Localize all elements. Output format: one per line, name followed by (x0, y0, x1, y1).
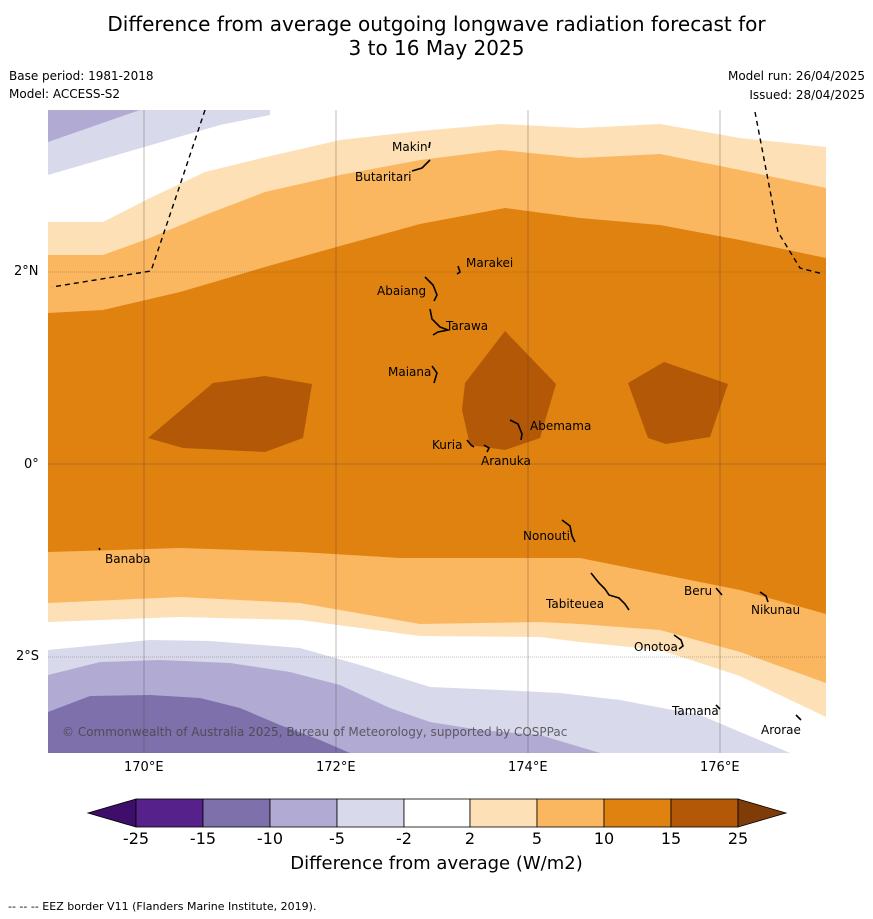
band-upper-left-mid-purple (48, 110, 140, 142)
place-label-tabiteuea: Tabiteuea (545, 597, 604, 611)
colorbar-label-minus5: -5 (329, 829, 345, 848)
place-label-marakei: Marakei (466, 256, 513, 270)
place-label-kuria: Kuria (432, 438, 463, 452)
chart-title-line-1: Difference from average outgoing longwav… (107, 12, 766, 36)
patch-east-darkest-orange (628, 362, 728, 444)
issued-date: Issued: 28/04/2025 (749, 88, 865, 102)
eez-legend-footnote: -- -- -- EEZ border V11 (Flanders Marine… (8, 900, 317, 913)
contour-fields: Makin Butaritari Marakei Abaiang Tarawa … (48, 110, 826, 753)
colorbar-segment-6 (469, 798, 538, 828)
place-label-maiana: Maiana (388, 365, 431, 379)
copyright-notice: © Commonwealth of Australia 2025, Bureau… (62, 725, 567, 739)
colorbar-label-minus15: -15 (189, 829, 217, 848)
colorbar-label-5: 5 (531, 829, 543, 848)
model-name: Model: ACCESS-S2 (9, 87, 121, 101)
colorbar-segment-8 (603, 798, 672, 828)
colorbar-title: Difference from average (W/m2) (290, 853, 583, 874)
place-label-beru: Beru (684, 584, 712, 598)
lat-tick-2n: 2°N (14, 264, 39, 279)
band-south-dark-purple (48, 695, 350, 753)
colorbar-segment-3 (269, 798, 338, 828)
colorbar-segment-9 (670, 798, 739, 828)
patch-central-darkest-orange (462, 331, 556, 450)
place-label-nonouti: Nonouti (523, 529, 570, 543)
place-label-arorae: Arorae (761, 723, 801, 737)
place-label-banaba: Banaba (105, 552, 151, 566)
place-label-makin: Makin (392, 140, 428, 154)
colorbar-label-10: 10 (593, 829, 615, 848)
chart-title-line-2: 3 to 16 May 2025 (348, 36, 525, 60)
lat-tick-2s: 2°S (16, 649, 40, 664)
eez-border-west (51, 110, 206, 288)
island-outlines (98, 141, 802, 721)
colorbar-label-2: 2 (464, 829, 476, 848)
model-run-date: Model run: 26/04/2025 (727, 69, 865, 83)
colorbar-label-25: 25 (727, 829, 749, 848)
place-label-aranuka: Aranuka (481, 454, 531, 468)
place-label-butaritari: Butaritari (355, 170, 412, 184)
place-label-onotoa: Onotoa (634, 640, 678, 654)
colorbar (86, 798, 788, 828)
band-upper-left-light-purple (48, 110, 270, 175)
base-period: Base period: 1981-2018 (9, 69, 154, 83)
lon-tick-172e: 172°E (316, 760, 356, 775)
colorbar-segment-2 (202, 798, 271, 828)
place-label-tarawa: Tarawa (445, 319, 488, 333)
graticule (48, 110, 826, 753)
lon-tick-174e: 174°E (508, 760, 548, 775)
colorbar-label-minus25: -25 (122, 829, 150, 848)
lat-tick-0: 0° (24, 457, 39, 472)
lon-tick-170e: 170°E (124, 760, 164, 775)
place-label-nikunau: Nikunau (751, 603, 800, 617)
colorbar-label-15: 15 (660, 829, 682, 848)
colorbar-segment-7 (536, 798, 605, 828)
colorbar-label-minus2: -2 (396, 829, 412, 848)
patch-west-darkest-orange (148, 376, 312, 452)
colorbar-label-minus10: -10 (256, 829, 284, 848)
place-label-tamana: Tamana (671, 704, 719, 718)
place-label-abaiang: Abaiang (377, 284, 426, 298)
colorbar-segment-1 (135, 798, 204, 828)
place-label-abemama: Abemama (530, 419, 591, 433)
colorbar-arrow-high (737, 798, 788, 828)
colorbar-segment-5 (403, 798, 471, 828)
lon-tick-176e: 176°E (700, 760, 740, 775)
place-labels: Makin Butaritari Marakei Abaiang Tarawa … (105, 140, 801, 737)
colorbar-segment-4 (336, 798, 405, 828)
colorbar-arrow-low (86, 798, 137, 828)
